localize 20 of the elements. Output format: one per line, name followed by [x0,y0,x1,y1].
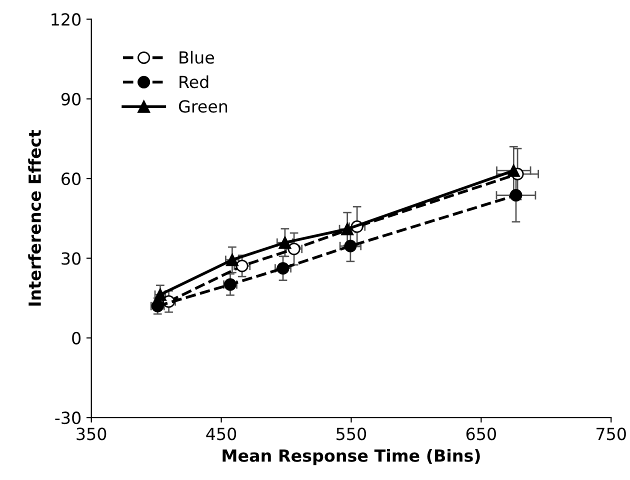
y-tick-label: 60 [62,172,81,186]
y-tick-label: 0 [72,332,81,344]
x-tick-label: 550 [336,428,366,440]
legend-label: Red [180,75,208,88]
x-tick-label: 350 [76,428,106,440]
point [507,164,520,177]
point [288,242,300,256]
y-tick-label: 120 [52,13,81,26]
y-tick-label: 30 [62,252,81,265]
x-axis-title: Mean Response Time (Bins) [222,449,480,466]
legend-label: Green [178,100,228,113]
x-tick-label: 650 [466,428,496,440]
legend-label: Blue [180,50,214,64]
y-tick-label: -30 [55,412,81,424]
x-tick-label: 750 [596,428,626,440]
point [510,189,522,202]
y-axis-title: Interference Effect [28,130,42,306]
point [278,236,292,249]
y-tick-label: 90 [61,92,81,106]
x-tick-label: 450 [206,428,236,440]
